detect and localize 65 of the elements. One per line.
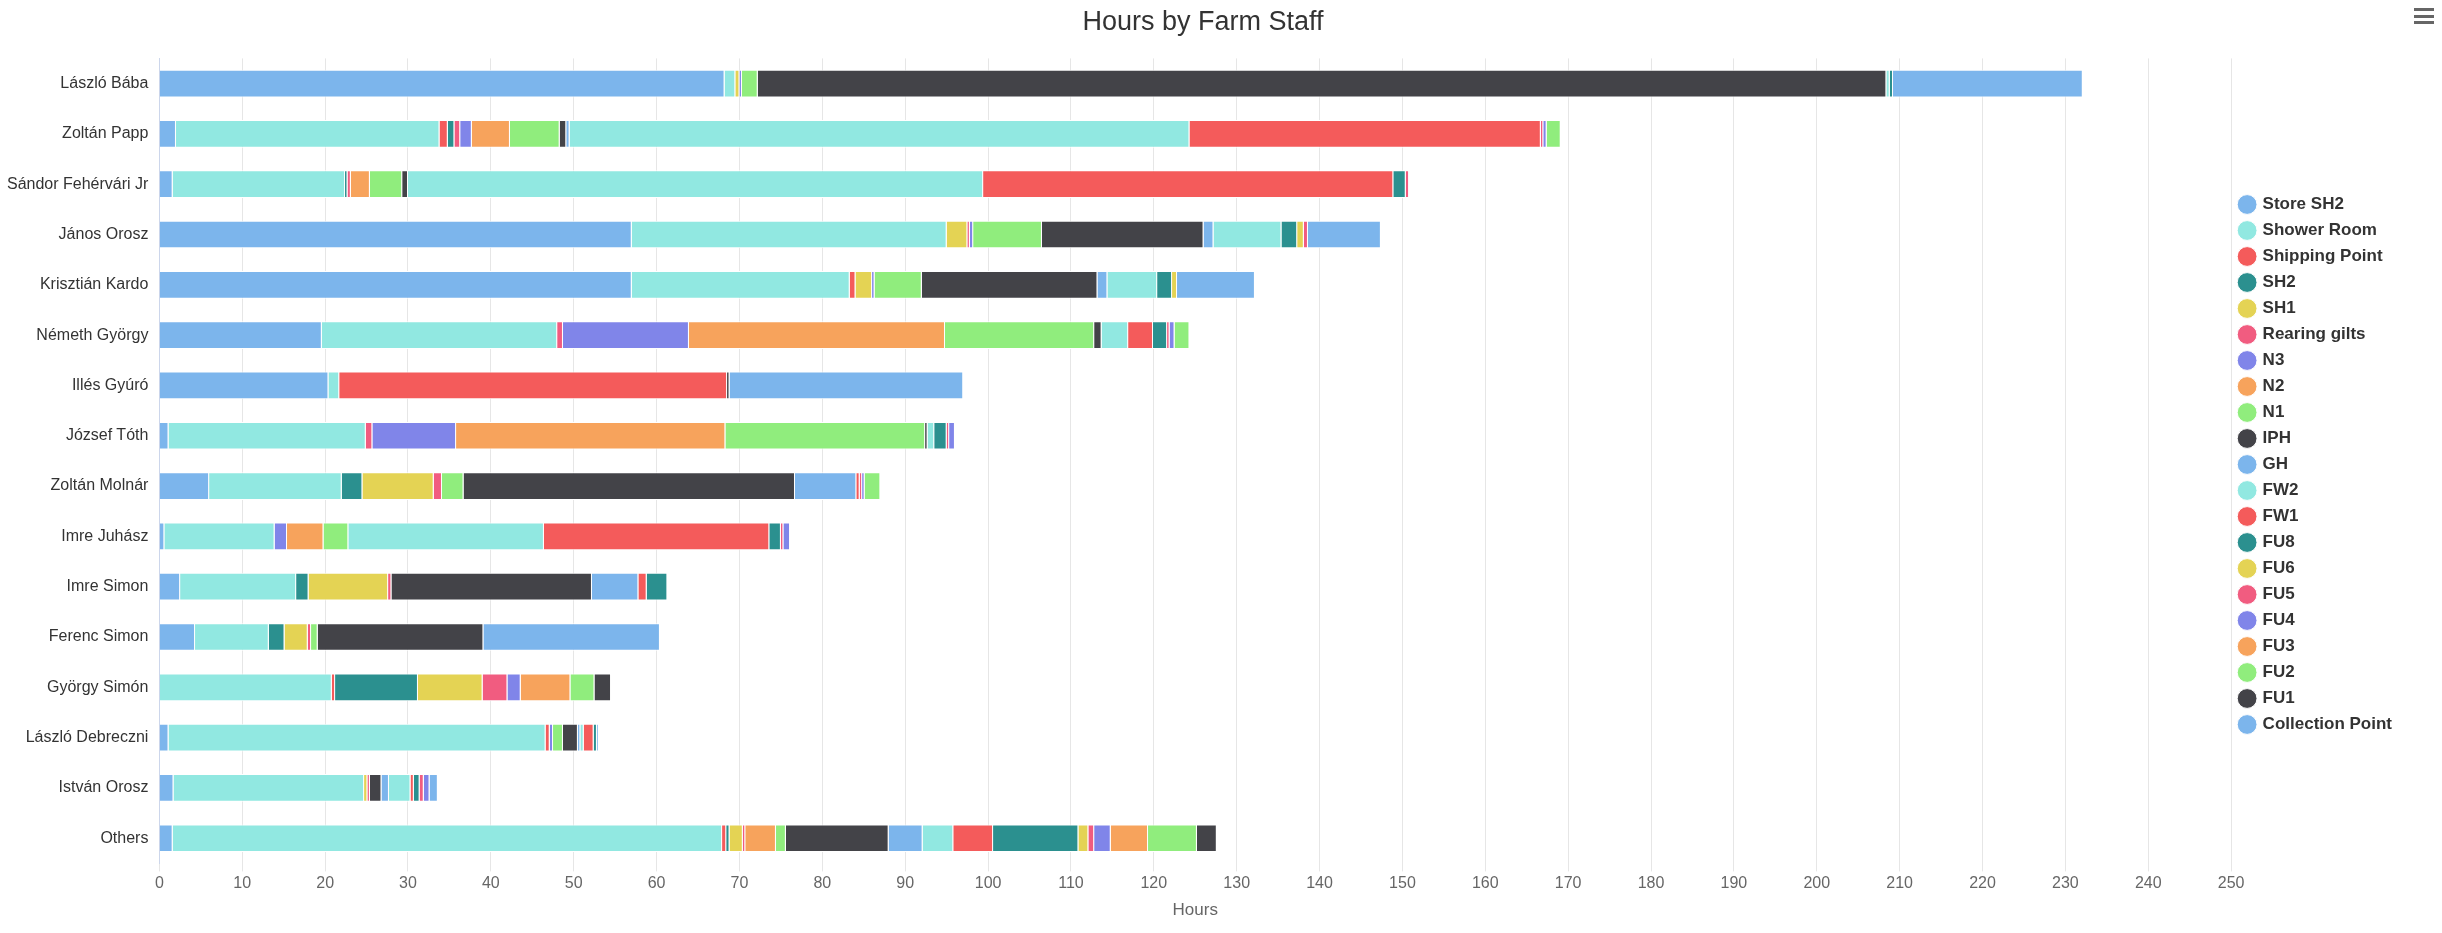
x-tick-label: 110 [1058,874,1084,892]
legend-label: Store SH2 [2262,194,2344,214]
y-tick-label: Ferenc Simon [48,627,149,645]
legend-label: Shower Room [2262,220,2377,240]
x-axis-title: Hours [1172,900,1218,920]
legend-label: N2 [2262,376,2285,396]
x-tick-label: 120 [1140,874,1168,892]
y-tick-label: József Tóth [65,426,149,444]
y-tick-label: Imre Juhász [61,526,149,544]
x-tick-label: 240 [2134,874,2162,892]
legend-label: FU4 [2262,610,2296,630]
y-tick-label: Imre Simon [66,577,149,595]
x-tick-label: 90 [896,874,915,892]
y-tick-label: István Orosz [58,778,149,796]
legend-label: N3 [2262,350,2285,370]
x-tick-label: 190 [1720,874,1748,892]
chart-title: Hours by Farm Staff [1082,5,1325,36]
legend-label: Shipping Point [2262,246,2383,266]
y-tick-label: Zoltán Papp [62,124,149,142]
x-tick-label: 220 [1969,874,1996,892]
x-tick-label: 250 [2217,874,2245,892]
y-tick-label: Others [100,828,149,846]
x-tick-label: 150 [1389,874,1416,892]
x-tick-label: 70 [730,874,749,892]
x-tick-label: 160 [1471,874,1499,892]
x-tick-label: 130 [1223,874,1251,892]
legend-label: SH1 [2262,298,2296,318]
x-tick-label: 0 [154,874,164,892]
y-tick-label: Illés Gyúró [71,375,149,393]
legend-label: Collection Point [2262,714,2393,734]
legend-label: FU3 [2262,636,2295,656]
y-tick-label: Sándor Fehérvári Jr [7,174,150,192]
legend-label: SH2 [2262,272,2296,292]
legend-label: FU5 [2262,584,2295,604]
x-tick-label: 10 [233,874,252,892]
x-tick-label: 140 [1306,874,1333,892]
x-tick-label: 80 [813,874,832,892]
x-tick-label: 20 [316,874,335,892]
x-tick-label: 230 [2052,874,2079,892]
x-tick-label: 60 [647,874,666,892]
x-tick-label: 40 [481,874,500,892]
legend-label: IPH [2262,428,2291,448]
y-tick-label: László Debreczni [25,728,149,746]
legend-label: FU8 [2262,532,2295,552]
x-tick-label: 210 [1886,874,1914,892]
y-tick-label: Németh György [36,325,149,343]
x-tick-label: 170 [1554,874,1582,892]
x-tick-label: 200 [1803,874,1831,892]
y-tick-label: György Simón [47,677,149,695]
x-tick-label: 180 [1637,874,1665,892]
x-tick-label: 100 [974,874,1002,892]
legend-label: FU6 [2262,558,2295,578]
legend-label: Rearing gilts [2262,324,2366,344]
y-tick-label: Zoltán Molnár [50,476,150,494]
legend-label: GH [2262,454,2289,474]
y-tick-label: Krisztián Kardo [39,275,149,293]
legend-label: FW2 [2262,480,2299,500]
y-tick-label: László Bába [60,73,149,91]
legend-label: FU2 [2262,662,2295,682]
x-tick-label: 30 [399,874,417,892]
x-tick-label: 50 [564,874,583,892]
legend-label: FW1 [2262,506,2299,526]
legend-label: N1 [2262,402,2285,422]
legend-label: FU1 [2262,688,2295,708]
y-tick-label: János Orosz [58,224,149,242]
